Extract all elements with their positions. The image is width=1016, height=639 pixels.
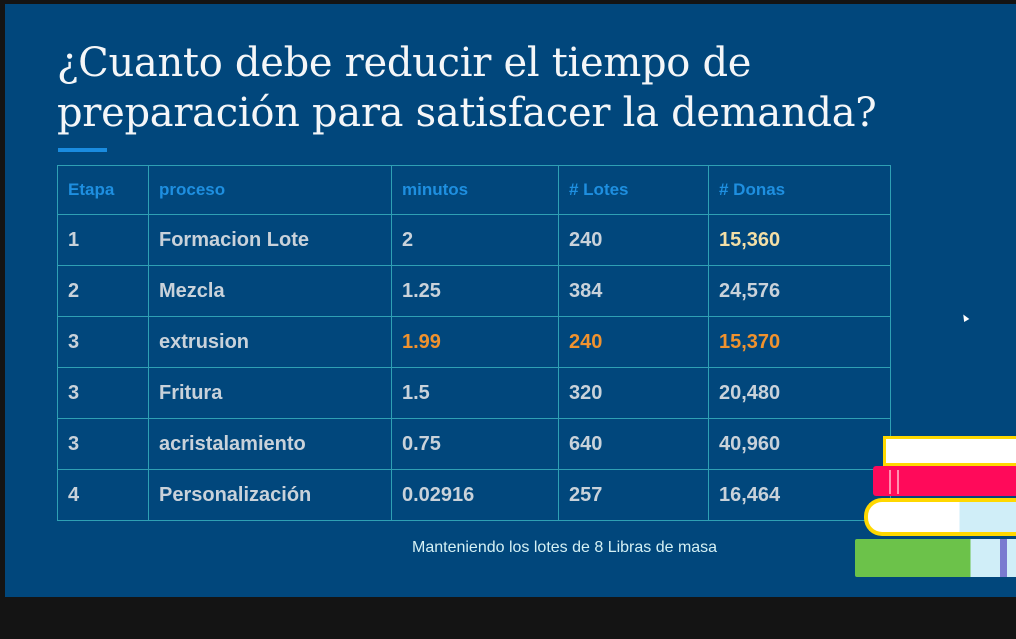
cell-lotes: 240	[558, 316, 709, 368]
title-line-1: ¿Cuanto debe reducir el tiempo de	[57, 40, 752, 86]
table-row: 3 Fritura 1.5 320 20,480	[57, 367, 891, 419]
cell-donas: 40,960	[708, 418, 891, 470]
presentation-slide: ¿Cuanto debe reducir el tiempo de prepara…	[5, 4, 1016, 597]
table-row: 4 Personalización 0.02916 257 16,464	[57, 469, 891, 521]
cell-proceso: Formacion Lote	[148, 214, 392, 266]
cell-etapa: 3	[57, 418, 149, 470]
cell-proceso: Mezcla	[148, 265, 392, 317]
header-etapa: Etapa	[57, 165, 149, 215]
cell-donas: 16,464	[708, 469, 891, 521]
cell-minutos: 0.75	[391, 418, 559, 470]
mouse-cursor-icon	[960, 312, 970, 323]
cell-minutos: 1.25	[391, 265, 559, 317]
cell-etapa: 1	[57, 214, 149, 266]
cell-donas: 15,360	[708, 214, 891, 266]
cell-proceso: acristalamiento	[148, 418, 392, 470]
table-header-row: Etapa proceso minutos # Lotes # Donas	[57, 165, 891, 215]
cell-donas: 20,480	[708, 367, 891, 419]
cell-lotes: 257	[558, 469, 709, 521]
header-minutos: minutos	[391, 165, 559, 215]
table-row: 3 acristalamiento 0.75 640 40,960	[57, 418, 891, 470]
table-row: 2 Mezcla 1.25 384 24,576	[57, 265, 891, 317]
cell-lotes: 320	[558, 367, 709, 419]
cell-etapa: 4	[57, 469, 149, 521]
slide-title: ¿Cuanto debe reducir el tiempo de prepara…	[57, 38, 877, 138]
books-stack-illustration	[855, 436, 1016, 581]
cell-etapa: 3	[57, 367, 149, 419]
cell-minutos: 1.99	[391, 316, 559, 368]
header-lotes: # Lotes	[558, 165, 709, 215]
cell-etapa: 2	[57, 265, 149, 317]
cell-proceso: extrusion	[148, 316, 392, 368]
cell-donas: 24,576	[708, 265, 891, 317]
cell-minutos: 1.5	[391, 367, 559, 419]
title-accent-bar	[58, 148, 107, 152]
table-row: 3 extrusion 1.99 240 15,370	[57, 316, 891, 368]
footnote: Manteniendo los lotes de 8 Libras de mas…	[412, 539, 718, 556]
cell-minutos: 2	[391, 214, 559, 266]
table-row: 1 Formacion Lote 2 240 15,360	[57, 214, 891, 266]
header-proceso: proceso	[148, 165, 392, 215]
cell-lotes: 240	[558, 214, 709, 266]
cell-lotes: 640	[558, 418, 709, 470]
cell-minutos: 0.02916	[391, 469, 559, 521]
title-line-2: preparación para satisfacer la demanda?	[57, 90, 877, 136]
header-donas: # Donas	[708, 165, 891, 215]
cell-proceso: Fritura	[148, 367, 392, 419]
cell-etapa: 3	[57, 316, 149, 368]
process-table: Etapa proceso minutos # Lotes # Donas 1 …	[57, 165, 891, 521]
cell-donas: 15,370	[708, 316, 891, 368]
cell-proceso: Personalización	[148, 469, 392, 521]
cell-lotes: 384	[558, 265, 709, 317]
